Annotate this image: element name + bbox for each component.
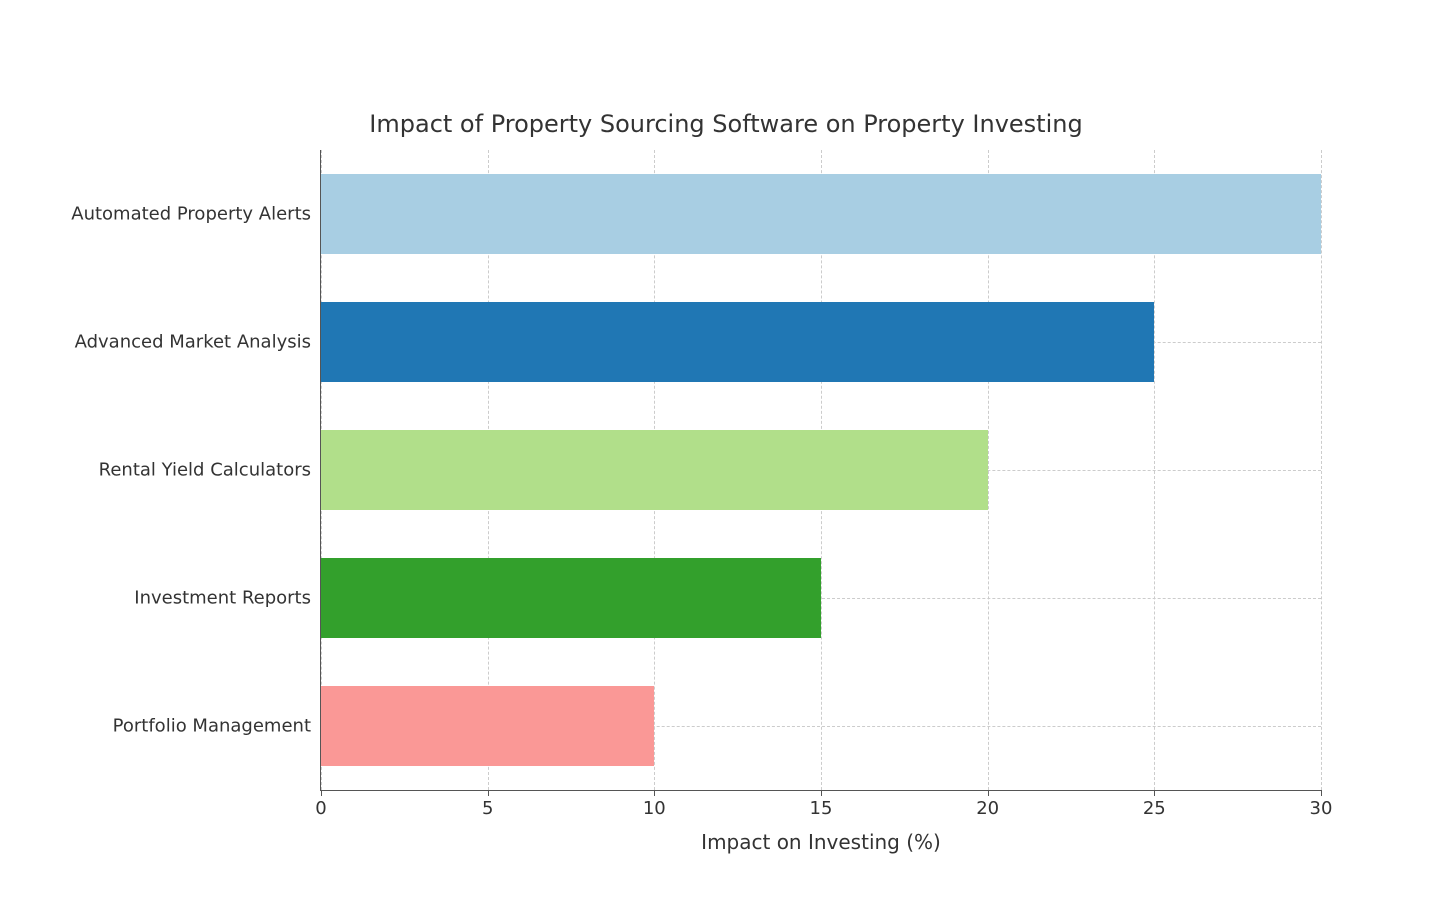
xtick-label-30: 30 — [1310, 798, 1333, 819]
bar-rental-yield-calculators — [321, 430, 988, 510]
grid-v-30 — [1321, 150, 1322, 790]
chart-title: Impact of Property Sourcing Software on … — [369, 110, 1082, 138]
ytick-label-4: Portfolio Management — [113, 716, 311, 737]
bar-automated-property-alerts — [321, 174, 1321, 254]
xtick-mark — [821, 790, 822, 796]
ytick-label-2: Rental Yield Calculators — [99, 460, 311, 481]
xtick-label-5: 5 — [482, 798, 493, 819]
xtick-label-10: 10 — [643, 798, 666, 819]
ytick-label-1: Advanced Market Analysis — [75, 332, 311, 353]
xtick-label-0: 0 — [315, 798, 326, 819]
xtick-label-15: 15 — [810, 798, 833, 819]
xtick-mark — [654, 790, 655, 796]
x-axis-label: Impact on Investing (%) — [701, 830, 941, 854]
xtick-mark — [988, 790, 989, 796]
xtick-mark — [1154, 790, 1155, 796]
ytick-label-3: Investment Reports — [134, 588, 311, 609]
bar-advanced-market-analysis — [321, 302, 1154, 382]
ytick-label-0: Automated Property Alerts — [71, 204, 311, 225]
plot-area: 0 5 10 15 20 25 30 Automated Property Al… — [320, 150, 1321, 791]
xtick-mark — [1321, 790, 1322, 796]
bar-investment-reports — [321, 558, 821, 638]
xtick-mark — [321, 790, 322, 796]
xtick-label-25: 25 — [1143, 798, 1166, 819]
xtick-label-20: 20 — [976, 798, 999, 819]
chart-container: Impact of Property Sourcing Software on … — [0, 0, 1452, 898]
bar-portfolio-management — [321, 686, 654, 766]
xtick-mark — [488, 790, 489, 796]
